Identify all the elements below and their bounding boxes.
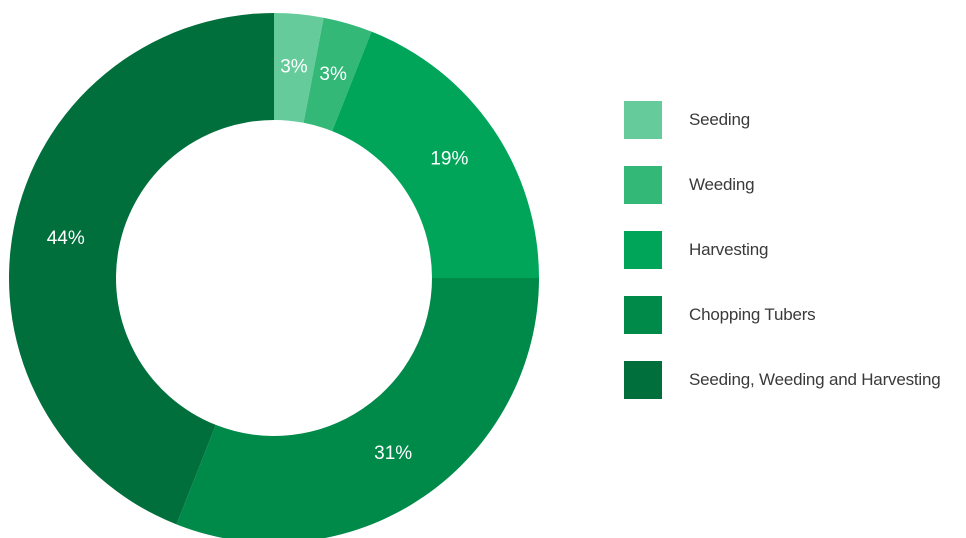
legend-swatch bbox=[624, 101, 662, 139]
value-label-weeding: 3% bbox=[319, 64, 347, 85]
legend-item-chopping-tubers: Chopping Tubers bbox=[624, 296, 966, 334]
donut-value-labels: 3% 3% 19% 31% 44% bbox=[47, 56, 469, 463]
value-label-harvesting: 19% bbox=[430, 148, 468, 169]
legend-swatch bbox=[624, 296, 662, 334]
legend-item-seeding: Seeding bbox=[624, 101, 966, 139]
legend-item-weeding: Weeding bbox=[624, 166, 966, 204]
slice-seeding-weeding-and-harvesting bbox=[8, 13, 275, 525]
legend-label: Seeding bbox=[689, 110, 750, 129]
value-label-chopping-tubers: 31% bbox=[374, 443, 412, 464]
slice-weeding bbox=[303, 17, 372, 132]
slice-seeding bbox=[274, 13, 324, 123]
legend-label: Chopping Tubers bbox=[689, 305, 816, 324]
value-label-seeding: 3% bbox=[280, 56, 308, 77]
legend-label: Harvesting bbox=[689, 240, 769, 259]
legend-swatch bbox=[624, 231, 662, 269]
donut-slices bbox=[8, 13, 539, 538]
slice-harvesting bbox=[332, 31, 539, 278]
legend-swatch bbox=[624, 361, 662, 399]
legend-label: Seeding, Weeding and Harvesting bbox=[689, 370, 941, 389]
legend-item-harvesting: Harvesting bbox=[624, 231, 966, 269]
legend-item-seeding-weeding-and-harvesting: Seeding, Weeding and Harvesting bbox=[624, 361, 966, 399]
legend: Seeding Weeding Harvesting Chopping Tubers S… bbox=[624, 101, 966, 426]
legend-swatch bbox=[624, 166, 662, 204]
value-label-seeding-weeding-and-harvesting: 44% bbox=[47, 228, 85, 249]
slice-chopping-tubers bbox=[176, 278, 539, 538]
legend-label: Weeding bbox=[689, 175, 755, 194]
